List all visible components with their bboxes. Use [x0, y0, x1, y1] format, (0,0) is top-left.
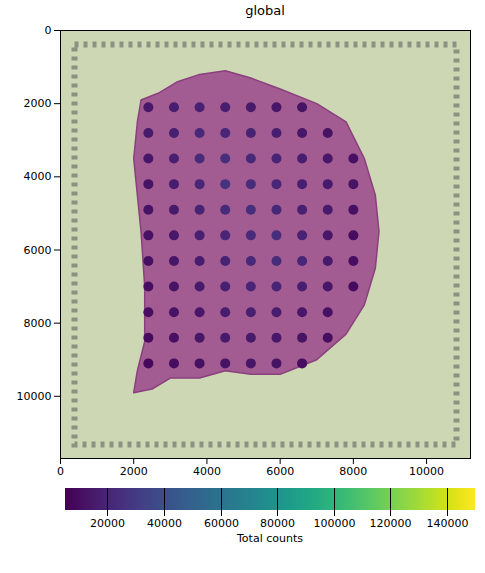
svg-text:8000: 8000	[24, 317, 52, 330]
svg-text:6000: 6000	[24, 244, 52, 257]
svg-text:8000: 8000	[339, 465, 367, 478]
svg-text:0: 0	[57, 465, 64, 478]
svg-text:100000: 100000	[314, 517, 356, 530]
svg-text:10000: 10000	[409, 465, 444, 478]
svg-text:140000: 140000	[427, 517, 469, 530]
svg-text:10000: 10000	[17, 390, 52, 403]
svg-text:20000: 20000	[90, 517, 125, 530]
svg-text:2000: 2000	[120, 465, 148, 478]
svg-text:4000: 4000	[24, 170, 52, 183]
html-text:Total counts: Total counts	[237, 532, 303, 545]
svg-text:80000: 80000	[260, 517, 295, 530]
html-text:global: global	[245, 3, 285, 18]
svg-text:6000: 6000	[266, 465, 294, 478]
svg-text:0: 0	[45, 24, 52, 37]
svg-text:60000: 60000	[204, 517, 239, 530]
svg-text:40000: 40000	[147, 517, 182, 530]
svg-text:120000: 120000	[370, 517, 412, 530]
svg-text:4000: 4000	[193, 465, 221, 478]
svg-text:2000: 2000	[24, 97, 52, 110]
